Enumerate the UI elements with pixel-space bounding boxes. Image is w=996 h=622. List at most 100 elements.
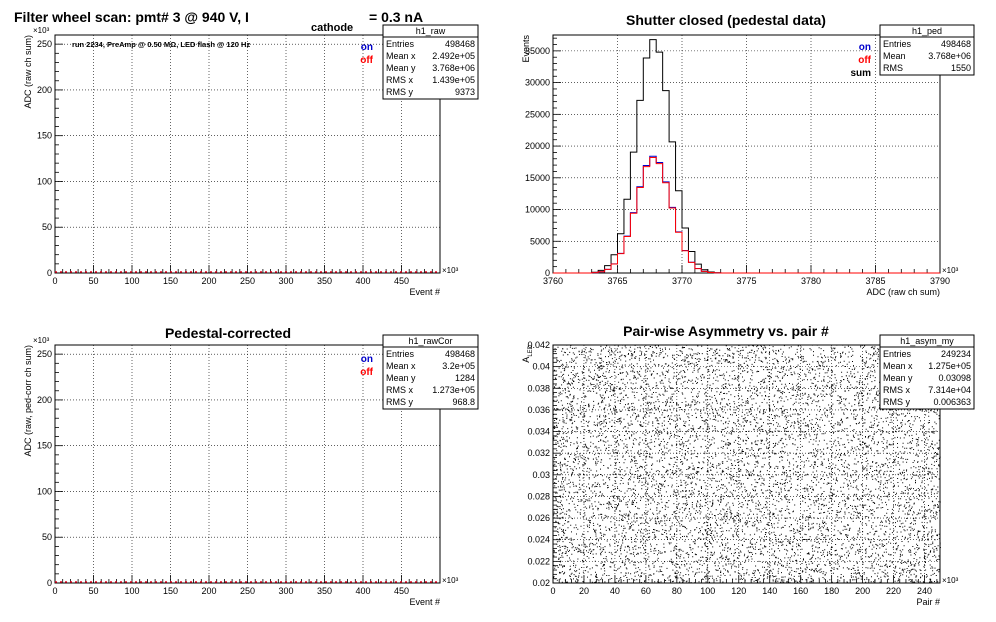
stats-key: Mean x [883, 361, 913, 371]
stats-key: Mean y [386, 373, 416, 383]
stats-key: Entries [386, 39, 415, 49]
legend-entry: on [361, 354, 373, 365]
y-tick-label: 200 [37, 85, 52, 95]
pad-pedestal: 3760 3765 3770 3775 3780 3785 3790 0 5000 10000 15… [521, 12, 975, 297]
stats-value: 0.006363 [933, 397, 971, 407]
stats-key: Mean [883, 51, 906, 61]
legend-entry: off [360, 367, 373, 378]
stats-key: Entries [386, 349, 415, 359]
y-tick-label: 0 [47, 578, 52, 588]
x-tick-label: 100 [124, 586, 139, 596]
y-tick-label: 250 [37, 349, 52, 359]
stats-value: 1.439e+05 [432, 75, 475, 85]
x-tick-label: 250 [240, 586, 255, 596]
stats-value: 3.768e+06 [928, 51, 971, 61]
legend-entry: on [859, 42, 871, 53]
y-tick-label: 0 [545, 268, 550, 278]
stats-key: RMS y [386, 87, 414, 97]
y-axis-label: Events [521, 35, 531, 63]
x-tick-label: 300 [278, 276, 293, 286]
x-tick-label: 3765 [607, 276, 627, 286]
y-tick-label: 0.03 [532, 470, 550, 480]
stats-value: 498468 [941, 39, 971, 49]
stats-value: 3.768e+06 [432, 63, 475, 73]
stats-value: 0.03098 [938, 373, 971, 383]
x-tick-label: 200 [855, 586, 870, 596]
x-tick-label: 80 [672, 586, 682, 596]
canvas-title-main: Filter wheel scan: pmt# 3 @ 940 V, I [14, 9, 249, 25]
x-axis-multiplier: ×10³ [442, 266, 459, 275]
y-tick-label: 30000 [525, 78, 550, 88]
stats-box [879, 24, 975, 76]
x-tick-label: 450 [394, 586, 409, 596]
x-tick-label: 50 [88, 586, 98, 596]
plot-frame [54, 34, 441, 274]
histogram-off [553, 156, 940, 274]
x-tick-label: 300 [278, 586, 293, 596]
pad-pair-asymmetry: 0 20 40 60 80 100 120 140 160 180 200 220 240 0.02 0.0… [521, 323, 975, 607]
x-tick-label: 0 [550, 586, 555, 596]
y-tick-label: 150 [37, 131, 52, 141]
stats-value: 7.314e+04 [928, 385, 971, 395]
canvas-title-subscript: cathode [311, 22, 353, 34]
y-tick-label: 250 [37, 39, 52, 49]
x-tick-label: 3785 [865, 276, 885, 286]
stats-key: Entries [883, 349, 912, 359]
y-tick-label: 0.024 [527, 535, 550, 545]
x-tick-label: 150 [163, 276, 178, 286]
stats-box-name: h1_ped [912, 26, 942, 36]
x-axis-multiplier: ×10³ [442, 576, 459, 585]
y-axis-label: ADC (raw ch sum) [23, 35, 33, 109]
run-annotation: run 2234, PreAmp @ 0.50 MΩ, LED flash @ … [72, 40, 250, 49]
x-tick-label: 160 [793, 586, 808, 596]
y-tick-label: 10000 [525, 205, 550, 215]
stats-value: 498468 [445, 39, 475, 49]
y-tick-label: 0.022 [527, 556, 550, 566]
stats-value: 3.2e+05 [442, 361, 475, 371]
canvas-title-tail: = 0.3 nA [369, 9, 423, 25]
x-tick-label: 400 [355, 586, 370, 596]
x-axis-label: Event # [409, 597, 440, 607]
stats-box-name: h1_raw [416, 26, 446, 36]
legend-entry: on [361, 42, 373, 53]
stats-key: RMS [883, 63, 903, 73]
x-tick-label: 40 [610, 586, 620, 596]
x-tick-label: 400 [355, 276, 370, 286]
y-tick-label: 25000 [525, 109, 550, 119]
x-tick-label: 3775 [736, 276, 756, 286]
stats-box-name: h1_rawCor [408, 336, 452, 346]
y-tick-label: 0.04 [532, 362, 550, 372]
y-tick-label: 0.032 [527, 448, 550, 458]
x-tick-label: 3790 [930, 276, 950, 286]
y-tick-label: 20000 [525, 141, 550, 151]
stats-box-name: h1_asym_my [900, 336, 954, 346]
x-tick-label: 100 [700, 586, 715, 596]
pad-pedestal-corrected: 0 50 100 150 200 250 300 350 400 450 0 50 100 150 200 2… [23, 325, 479, 607]
x-tick-label: 350 [317, 586, 332, 596]
y-tick-label: 0.034 [527, 427, 550, 437]
legend-entry: off [360, 55, 373, 66]
x-tick-label: 450 [394, 276, 409, 286]
x-axis-multiplier: ×10³ [942, 266, 959, 275]
y-tick-label: 100 [37, 176, 52, 186]
x-tick-label: 150 [163, 586, 178, 596]
y-tick-label: 50 [42, 532, 52, 542]
x-tick-label: 200 [201, 276, 216, 286]
x-tick-label: 3770 [672, 276, 692, 286]
y-tick-label: 0.02 [532, 578, 550, 588]
x-tick-label: 250 [240, 276, 255, 286]
x-tick-label: 0 [52, 586, 57, 596]
stats-key: Entries [883, 39, 912, 49]
stats-value: 1.275e+05 [928, 361, 971, 371]
y-tick-label: 0.028 [527, 491, 550, 501]
y-tick-label: 100 [37, 486, 52, 496]
y-tick-label: 0.026 [527, 513, 550, 523]
y-tick-label: 15000 [525, 173, 550, 183]
x-axis-label: Event # [409, 287, 440, 297]
x-tick-label: 60 [641, 586, 651, 596]
y-tick-label: 50 [42, 222, 52, 232]
y-tick-label: 5000 [530, 236, 550, 246]
x-tick-label: 180 [824, 586, 839, 596]
y-axis-label: ALED [521, 344, 534, 362]
